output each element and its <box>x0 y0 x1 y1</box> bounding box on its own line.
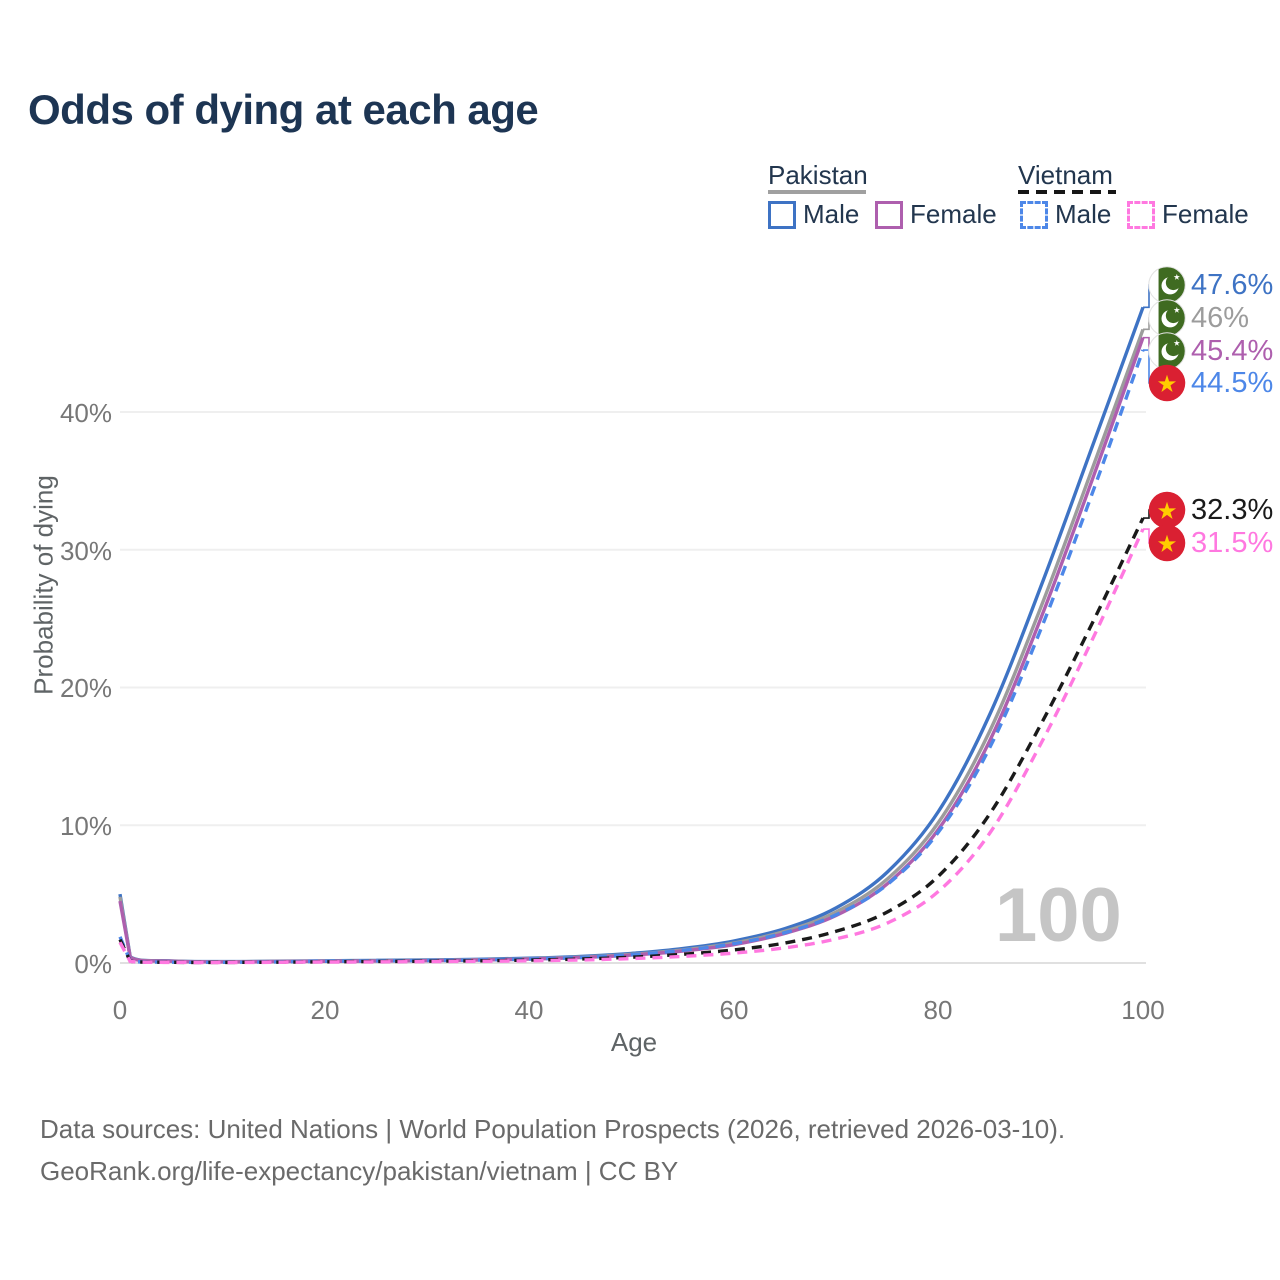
y-tick-30: 30% <box>59 536 112 566</box>
y-tick-0: 0% <box>74 949 112 979</box>
legend-label: Male <box>803 199 860 229</box>
y-tick-10: 10% <box>59 811 112 841</box>
series-line-pakistan-female <box>118 337 1145 964</box>
series-line-vietnam-male <box>118 349 1145 965</box>
end-label-value: 47.6% <box>1191 268 1274 301</box>
legend-label: Female <box>1162 199 1249 229</box>
legend-underline-vietnam <box>1018 190 1116 194</box>
legend-underline-pakistan <box>768 190 866 194</box>
vietnam-flag-icon <box>1148 364 1186 402</box>
vietnam-flag-icon <box>1148 524 1186 562</box>
legend-swatch-vietnam-female-icon <box>1127 200 1155 229</box>
end-label-vietnam-both: 32.3% <box>1148 491 1273 529</box>
x-tick-100: 100 <box>1121 995 1165 1025</box>
footer: Data sources: United Nations | World Pop… <box>40 1108 1065 1192</box>
y-axis-title: Probability of dying <box>28 475 59 695</box>
end-label-value: 45.4% <box>1191 334 1274 367</box>
series-line-pakistan-male <box>118 306 1145 964</box>
legend-item-vietnam-male[interactable]: Male <box>1020 199 1111 230</box>
y-tick-40: 40% <box>59 398 112 428</box>
x-tick-60: 60 <box>719 995 749 1025</box>
legend-label: Female <box>910 199 997 229</box>
legend-swatch-pakistan-female-icon <box>875 200 903 229</box>
footer-url-line: GeoRank.org/life-expectancy/pakistan/vie… <box>40 1156 679 1186</box>
legend-label: Male <box>1055 199 1112 229</box>
series-line-vietnam-female <box>118 528 1145 965</box>
legend-group-pakistan[interactable]: Pakistan <box>768 160 868 190</box>
footer-source-line: Data sources: United Nations | World Pop… <box>40 1114 1066 1144</box>
legend-group-vietnam[interactable]: Vietnam <box>1018 160 1113 190</box>
end-label-value: 46% <box>1191 301 1250 334</box>
pakistan-flag-icon <box>1148 332 1186 370</box>
legend-item-vietnam-female[interactable]: Female <box>1127 199 1249 230</box>
x-tick-0: 0 <box>112 995 128 1025</box>
page-title: Odds of dying at each age <box>28 86 539 133</box>
legend-swatch-pakistan-male-icon <box>768 200 796 229</box>
watermark-age-100: 100 <box>995 873 1122 958</box>
end-label-value: 44.5% <box>1191 366 1274 399</box>
vietnam-flag-icon <box>1148 491 1186 529</box>
x-axis-title: Age <box>610 1027 658 1057</box>
end-label-vietnam-female: 31.5% <box>1148 524 1273 562</box>
end-label-pakistan-male: 47.6% <box>1148 266 1273 304</box>
pakistan-flag-icon <box>1148 266 1186 304</box>
end-label-value: 31.5% <box>1191 526 1274 559</box>
y-tick-20: 20% <box>59 673 112 703</box>
legend-item-pakistan-female[interactable]: Female <box>875 199 997 230</box>
x-tick-80: 80 <box>923 995 953 1025</box>
legend-item-pakistan-male[interactable]: Male <box>768 199 859 230</box>
legend-swatch-vietnam-male-icon <box>1020 200 1048 229</box>
x-tick-40: 40 <box>514 995 544 1025</box>
end-label-vietnam-male: 44.5% <box>1148 364 1273 402</box>
end-label-value: 32.3% <box>1191 493 1274 526</box>
x-tick-20: 20 <box>310 995 340 1025</box>
end-label-pakistan-female: 45.4% <box>1148 332 1273 370</box>
series-line-pakistan-both-sexes <box>118 328 1145 964</box>
